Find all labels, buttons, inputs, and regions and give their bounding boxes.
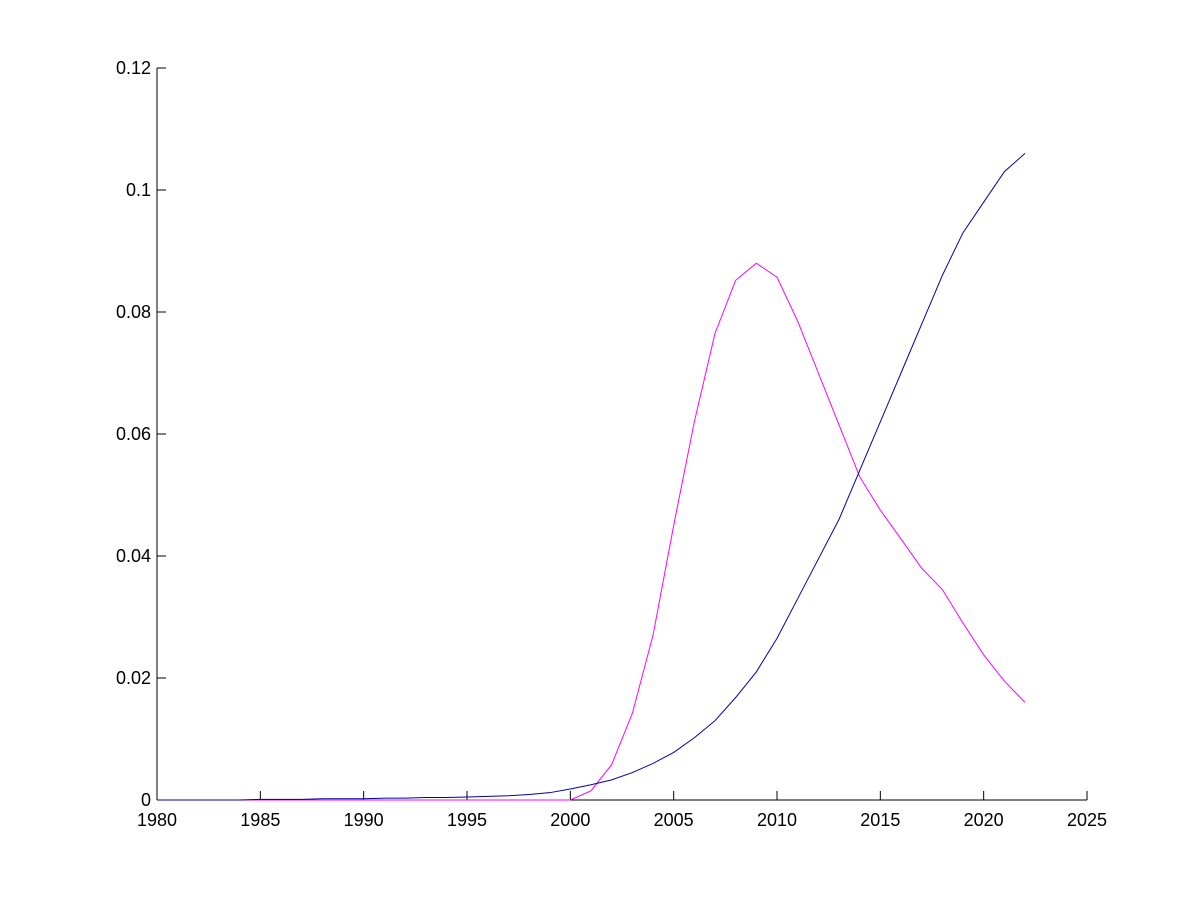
x-tick-label: 2005 [654,810,694,830]
y-tick-label: 0.06 [116,424,151,444]
y-tick-label: 0.08 [116,302,151,322]
x-tick-label: 1995 [447,810,487,830]
y-tick-label: 0.1 [126,180,151,200]
y-tick-label: 0.04 [116,546,151,566]
series-line [157,153,1026,801]
x-tick-label: 1980 [137,810,177,830]
x-tick-label: 2020 [964,810,1004,830]
y-tick-label: 0.02 [116,668,151,688]
y-tick-label: 0.12 [116,58,151,78]
x-tick-label: 1985 [240,810,280,830]
series-line [157,262,1026,801]
x-tick-label: 2025 [1067,810,1107,830]
x-tick-label: 2010 [757,810,797,830]
x-tick-label: 2000 [550,810,590,830]
x-tick-label: 2015 [860,810,900,830]
y-tick-label: 0 [141,790,151,810]
x-tick-label: 1990 [344,810,384,830]
